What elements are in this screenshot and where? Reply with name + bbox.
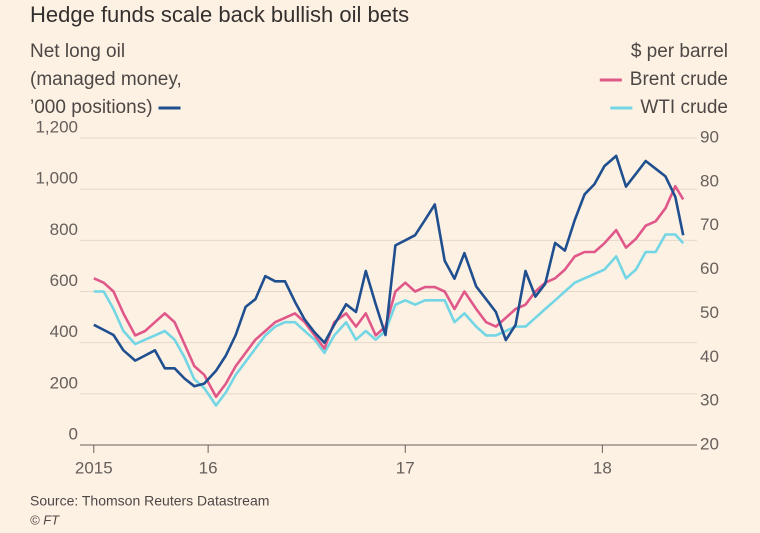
y2-tick-label: 40 [700,347,719,366]
legend-label: WTI crude [640,97,728,118]
y2-tick-label: 70 [700,215,719,234]
line [93,233,685,407]
x-tick-label: 2015 [75,458,113,477]
y2-tick-label: 30 [700,391,719,410]
x-tick-label: 18 [593,458,612,477]
y-tick-label: 600 [50,271,78,290]
y-tick-label: 1,200 [35,117,78,136]
credit: © FT [30,512,60,527]
source: Source: Thomson Reuters Datastream [30,493,269,509]
legend-label: Brent crude [630,69,728,90]
y-tick-label: 1,000 [35,169,78,188]
y2-tick-label: 20 [700,434,719,453]
line [93,184,685,399]
y-tick-label: 0 [69,424,78,443]
x-tick-label: 17 [396,458,415,477]
line [93,154,685,388]
y-axis-label: ’000 positions) [30,97,153,118]
y2-tick-label: 50 [700,303,719,322]
y2-tick-label: 90 [700,127,719,146]
y2-tick-label: 80 [700,171,719,190]
y-axis-label: Net long oil [30,41,125,62]
x-tick-label: 16 [199,458,218,477]
y-tick-label: 800 [50,220,78,239]
y-axis-label: (managed money, [30,69,182,90]
y2-axis-label: $ per barrel [631,41,728,62]
chart-title: Hedge funds scale back bullish oil bets [30,2,409,27]
y2-tick-label: 60 [700,259,719,278]
y-tick-label: 200 [50,373,78,392]
y-tick-label: 400 [50,322,78,341]
